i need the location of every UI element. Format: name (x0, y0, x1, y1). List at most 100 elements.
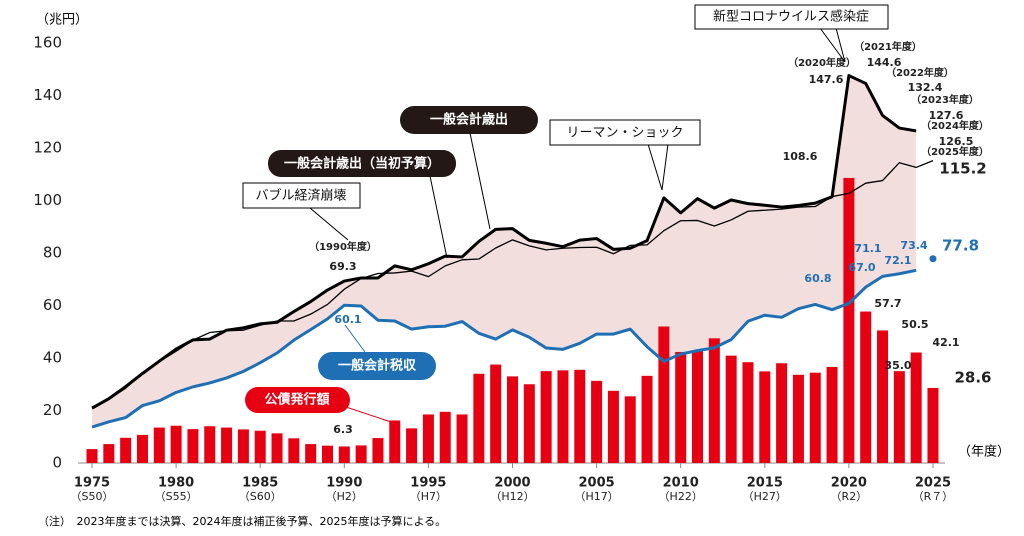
y-tick-label: 60 (43, 296, 62, 314)
y-tick-label: 120 (33, 139, 62, 157)
year-tag: （2024年度） (921, 119, 989, 132)
callout-tail (819, 27, 846, 63)
bar (759, 371, 771, 463)
value-label: 6.3 (333, 423, 353, 436)
bar (792, 374, 804, 463)
value-label: 132.4 (908, 81, 943, 94)
x-tick-sublabel: （S50） (71, 490, 114, 503)
bar (927, 387, 939, 463)
leader (429, 175, 448, 259)
bar (271, 433, 283, 463)
value-label: 69.3 (329, 260, 356, 273)
bar (389, 420, 401, 463)
value-label: 127.6 (929, 109, 964, 122)
y-tick-label: 40 (43, 349, 62, 367)
bar (607, 390, 619, 463)
series-pill (245, 387, 350, 413)
value-label: 35.0 (884, 359, 911, 372)
value-label: 73.4 (900, 239, 927, 252)
line (91, 268, 917, 429)
bar (456, 414, 468, 463)
series-pill (268, 150, 456, 177)
x-tick-label: 2010 (663, 476, 699, 491)
x-tick-label: 1995 (410, 476, 446, 491)
bar (893, 371, 905, 463)
bar (473, 373, 485, 463)
year-tag: （2021年度） (854, 40, 922, 53)
x-tick-sublabel: （H12） (490, 490, 534, 503)
x-tick-sublabel: （H22） (659, 490, 703, 503)
bar (692, 350, 704, 463)
bar (490, 364, 502, 463)
bar (540, 371, 552, 463)
series-label: 一般会計税収 (338, 358, 417, 374)
y-tick-label: 0 (52, 454, 62, 472)
year-tag: （2025年度） (921, 145, 989, 158)
value-label: 108.6 (783, 150, 818, 163)
bar (103, 444, 115, 463)
event-box (549, 119, 701, 146)
bar (254, 430, 266, 463)
leader (469, 132, 491, 230)
bar (187, 429, 199, 463)
bar (591, 380, 603, 463)
note: （注） 2023年度までは決算、2024年度は補正後予算、2025年度は予算によ… (38, 514, 446, 528)
leader (309, 207, 349, 241)
bar (742, 362, 754, 463)
bar (826, 366, 838, 463)
bar (557, 370, 569, 463)
x-tick-label: 2015 (747, 476, 783, 491)
bar (221, 427, 233, 463)
value-label: 28.6 (954, 369, 991, 387)
callouts: 新型コロナウイルス感染症 一般会計歳出 一般会計歳出（当初予算） バブル経済崩壊… (242, 4, 889, 426)
bar (843, 177, 855, 464)
y-tick-label: 140 (33, 86, 62, 104)
bar (877, 330, 889, 463)
estimate-label: 77.8 (942, 237, 979, 255)
bar (372, 438, 384, 463)
leader (339, 404, 401, 426)
x-tick-sublabel: （H2） (326, 490, 363, 503)
series-label: 公債発行額 (264, 392, 329, 408)
bar (523, 384, 535, 463)
bar (439, 411, 451, 463)
bar (355, 445, 367, 463)
bar (809, 372, 821, 463)
bar (406, 428, 418, 463)
y-tick-label: 20 (43, 401, 62, 419)
bar (776, 363, 788, 463)
plot: 0 20 40 60 80 100 120 140 160 1975（S50） 1980（S55） 1… (33, 34, 991, 504)
x-tick-sublabel: （R７） (913, 490, 954, 503)
x-tick-label: 2000 (494, 476, 530, 491)
line (91, 159, 934, 408)
bar (86, 449, 98, 463)
x-tick-label: 2020 (831, 476, 867, 491)
bar (338, 446, 350, 463)
bar (910, 352, 922, 463)
line (91, 74, 917, 410)
bar (574, 369, 586, 463)
x-tick-label: 1980 (158, 476, 194, 491)
x-tick-sublabel: （S55） (155, 490, 198, 503)
y-tick-label: 100 (33, 191, 62, 209)
bar (153, 427, 165, 463)
bar (321, 445, 333, 463)
x-tick-sublabel: （S60） (239, 490, 282, 503)
year-tag: （1990年度） (309, 240, 377, 253)
bar (120, 437, 132, 463)
bar (170, 425, 182, 463)
bar (136, 434, 148, 463)
value-label: 147.6 (809, 73, 844, 86)
year-tag: （2020年度） (788, 56, 856, 69)
x-unit-label: （年度） (958, 444, 1010, 460)
x-tick-sublabel: （H7） (410, 490, 447, 503)
x-tick-sublabel: （H27） (743, 490, 787, 503)
series-pill (400, 106, 538, 134)
bar (658, 326, 670, 463)
x-tick-label: 1990 (326, 476, 362, 491)
x-tick-label: 1985 (242, 476, 278, 491)
bar (725, 355, 737, 463)
leader (344, 324, 366, 353)
x-tick-sublabel: （R2） (831, 490, 868, 503)
